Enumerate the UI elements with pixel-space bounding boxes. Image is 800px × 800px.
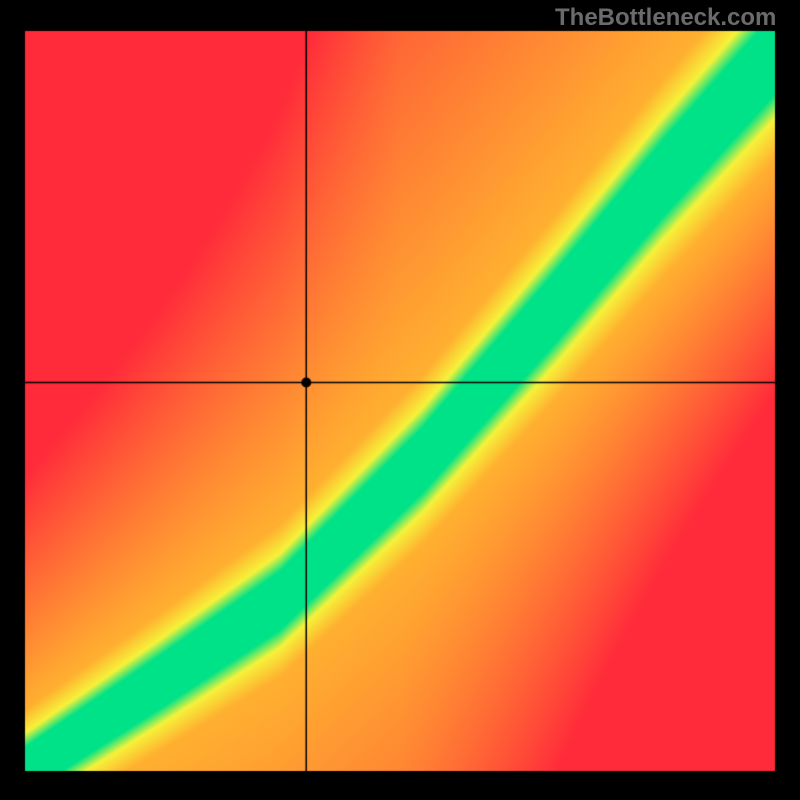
chart-container: TheBottleneck.com bbox=[0, 0, 800, 800]
watermark-text: TheBottleneck.com bbox=[555, 4, 776, 32]
bottleneck-heatmap bbox=[0, 0, 800, 800]
